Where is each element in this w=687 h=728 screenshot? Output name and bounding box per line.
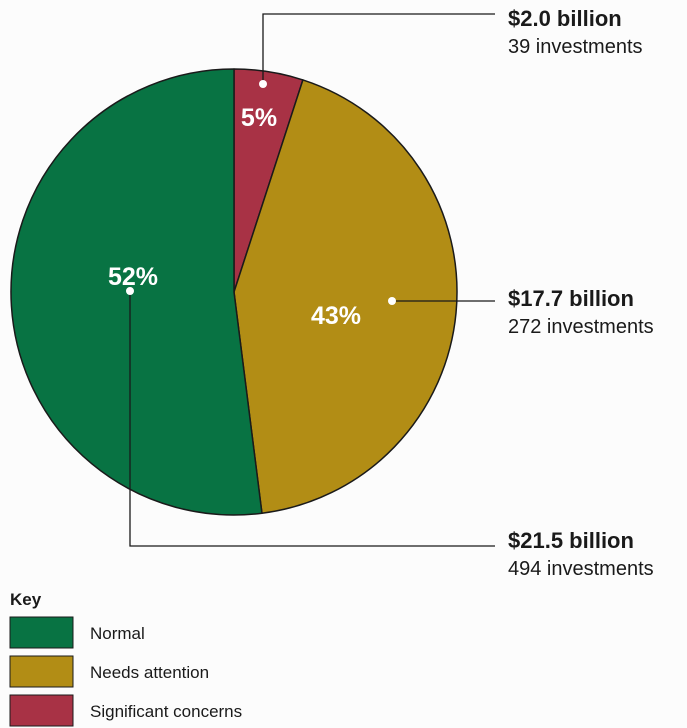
leader-dot-needs-attention [388,297,396,305]
callout-amount-normal: $21.5 billion [508,528,634,553]
leader-dot-normal [126,287,134,295]
pie-slice-needs-attention [233,79,458,514]
legend-title: Key [10,590,42,609]
callout-amount-significant-concerns: $2.0 billion [508,6,622,31]
pie-slice-normal [10,68,263,516]
legend-label-normal: Normal [90,624,145,643]
percent-label-significant-concerns: 5% [241,104,277,132]
callout-investments-needs-attention: 272 investments [508,316,654,338]
legend-swatch-normal [9,616,74,649]
leader-line-normal [129,291,495,547]
legend: Key Normal Needs attention Significant conc… [9,590,242,727]
legend-swatch-significant-concerns [9,694,74,727]
callout-labels: $2.0 billion 39 investments $17.7 billion 2… [508,6,654,580]
callout-amount-needs-attention: $17.7 billion [508,286,634,311]
callout-investments-normal: 494 investments [508,558,654,580]
pie-slices [10,68,458,516]
callout-investments-significant-concerns: 39 investments [508,36,643,58]
legend-label-significant-concerns: Significant concerns [90,702,242,721]
leader-dot-significant-concerns [259,80,267,88]
legend-label-needs-attention: Needs attention [90,663,209,682]
percent-label-needs-attention: 43% [311,302,361,330]
percent-labels: 5% 43% 52% [108,104,361,330]
legend-swatch-needs-attention [9,655,74,688]
percent-label-normal: 52% [108,263,158,291]
callout-leaders [126,13,495,547]
leader-line-significant-concerns [262,13,495,84]
